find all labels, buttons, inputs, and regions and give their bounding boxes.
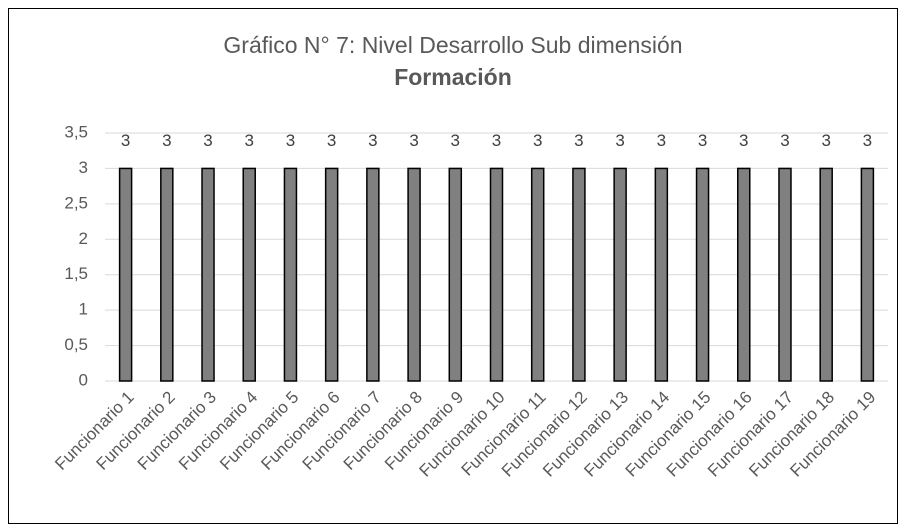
data-label: 3 xyxy=(451,131,460,150)
bar xyxy=(530,167,545,382)
data-label: 3 xyxy=(121,131,130,150)
data-label: 3 xyxy=(657,131,666,150)
bar xyxy=(737,167,751,382)
chart-title: Gráfico N° 7: Nivel Desarrollo Sub dimen… xyxy=(223,32,682,58)
bar xyxy=(407,167,421,382)
data-label: 3 xyxy=(739,131,748,150)
y-tick-label: 3 xyxy=(79,158,88,177)
bar xyxy=(201,167,215,382)
bar xyxy=(613,167,627,382)
y-tick-label: 3,5 xyxy=(64,122,88,141)
data-label: 3 xyxy=(698,131,707,150)
bar xyxy=(860,167,875,382)
data-label: 3 xyxy=(821,131,830,150)
y-tick-label: 2,5 xyxy=(64,193,88,212)
data-label: 3 xyxy=(533,131,542,150)
y-tick-label: 1 xyxy=(79,300,88,319)
data-label: 3 xyxy=(574,131,583,150)
data-label: 3 xyxy=(780,131,789,150)
bar xyxy=(242,167,256,382)
y-tick-label: 1,5 xyxy=(64,264,88,283)
bar xyxy=(819,167,833,382)
y-tick-label: 2 xyxy=(79,229,88,248)
data-label: 3 xyxy=(615,131,624,150)
data-label: 3 xyxy=(409,131,418,150)
bar xyxy=(324,167,339,382)
bar xyxy=(778,167,792,382)
data-label: 3 xyxy=(286,131,295,150)
chart-subtitle: Formación xyxy=(394,64,512,90)
bar xyxy=(572,167,586,382)
data-label: 3 xyxy=(492,131,501,150)
bar xyxy=(283,167,298,382)
bar xyxy=(366,167,380,382)
y-tick-label: 0 xyxy=(79,370,88,389)
data-label: 3 xyxy=(368,131,377,150)
bar xyxy=(448,167,463,382)
data-label: 3 xyxy=(863,131,872,150)
bar xyxy=(654,167,669,382)
y-tick-label: 0,5 xyxy=(64,335,88,354)
data-label: 3 xyxy=(327,131,336,150)
bar xyxy=(160,167,174,382)
data-label: 3 xyxy=(245,131,254,150)
bar xyxy=(695,167,710,382)
data-label: 3 xyxy=(162,131,171,150)
bar xyxy=(118,167,133,382)
data-label: 3 xyxy=(203,131,212,150)
bar xyxy=(489,167,504,382)
